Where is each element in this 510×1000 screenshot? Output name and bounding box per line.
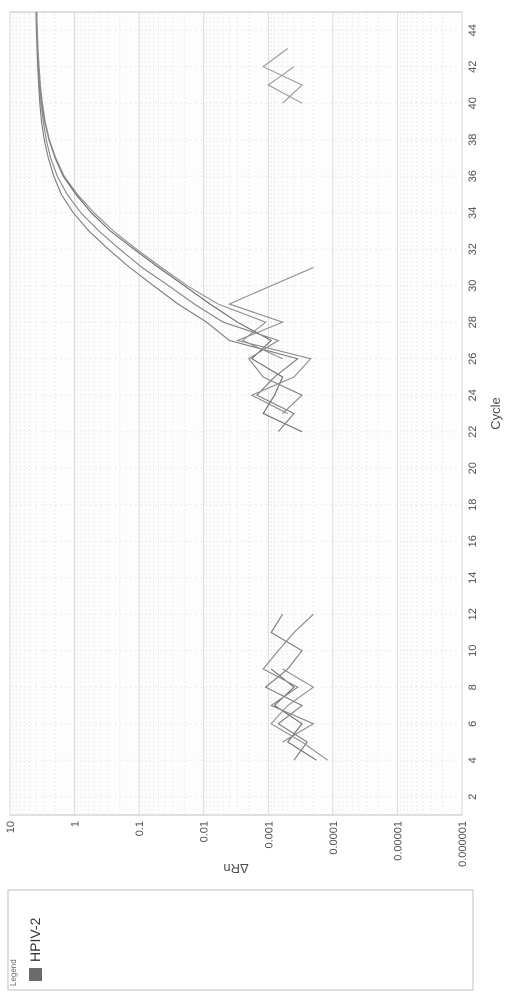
legend-svg: Legend HPIV-2	[0, 885, 510, 995]
svg-text:1: 1	[70, 821, 82, 827]
svg-text:38: 38	[467, 134, 479, 146]
svg-text:14: 14	[467, 572, 479, 584]
svg-text:Cycle: Cycle	[488, 397, 503, 430]
svg-text:8: 8	[467, 684, 479, 690]
svg-text:0.001: 0.001	[263, 821, 275, 849]
svg-text:HPIV-2: HPIV-2	[27, 917, 43, 962]
svg-text:42: 42	[467, 61, 479, 73]
svg-text:24: 24	[467, 389, 479, 401]
svg-text:ΔRn: ΔRn	[223, 861, 248, 876]
svg-text:16: 16	[467, 535, 479, 547]
svg-text:32: 32	[467, 243, 479, 255]
svg-text:0.01: 0.01	[199, 821, 211, 842]
svg-text:0.000001: 0.000001	[457, 821, 469, 867]
svg-text:34: 34	[467, 207, 479, 219]
svg-text:4: 4	[467, 757, 479, 763]
chart-svg: 0.0000010.000010.00010.0010.010.11102468…	[0, 0, 510, 880]
svg-text:40: 40	[467, 97, 479, 109]
svg-text:44: 44	[467, 24, 479, 36]
amplification-plot: 0.0000010.000010.00010.0010.010.11102468…	[0, 0, 510, 880]
svg-text:2: 2	[467, 794, 479, 800]
svg-text:0.0001: 0.0001	[328, 821, 340, 855]
svg-text:36: 36	[467, 170, 479, 182]
svg-text:28: 28	[467, 316, 479, 328]
svg-text:10: 10	[467, 645, 479, 657]
svg-text:18: 18	[467, 499, 479, 511]
svg-text:26: 26	[467, 353, 479, 365]
svg-text:Legend: Legend	[9, 959, 18, 986]
svg-text:0.1: 0.1	[134, 821, 146, 836]
legend-panel: Legend HPIV-2	[0, 885, 510, 995]
svg-text:6: 6	[467, 721, 479, 727]
svg-text:12: 12	[467, 608, 479, 620]
svg-text:0.00001: 0.00001	[392, 821, 404, 861]
svg-text:20: 20	[467, 462, 479, 474]
svg-text:30: 30	[467, 280, 479, 292]
svg-text:22: 22	[467, 426, 479, 438]
svg-text:10: 10	[5, 821, 17, 833]
